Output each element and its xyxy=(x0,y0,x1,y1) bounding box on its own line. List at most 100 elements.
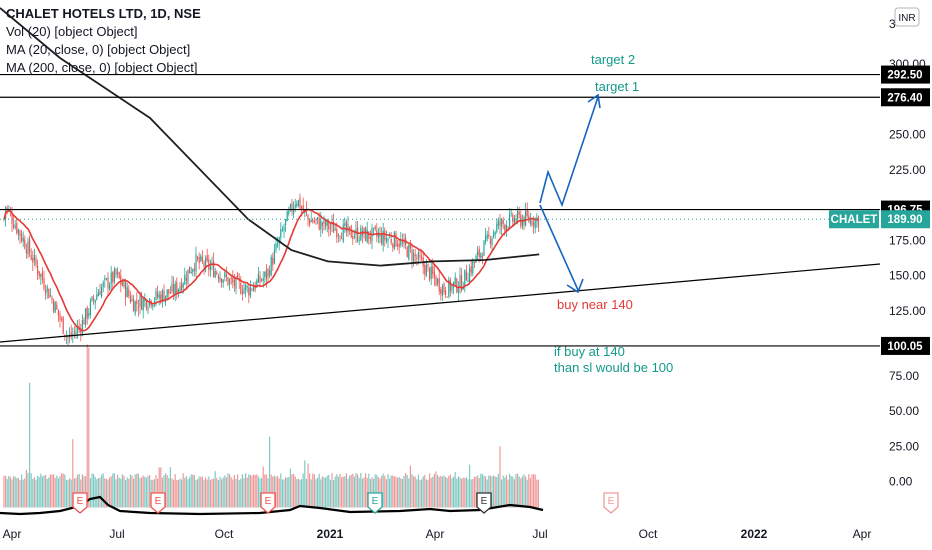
earnings-marker[interactable]: E xyxy=(260,492,276,514)
earnings-marker[interactable]: E xyxy=(476,492,492,514)
candle xyxy=(109,284,111,290)
down-arrow-path[interactable] xyxy=(539,204,579,291)
candle xyxy=(176,282,178,295)
volume-bar xyxy=(310,479,312,508)
volume-bar xyxy=(32,478,34,508)
candle xyxy=(493,232,495,237)
candle xyxy=(512,214,514,222)
volume-bar xyxy=(238,480,240,508)
volume-bar xyxy=(483,475,485,508)
candle xyxy=(261,279,263,281)
candle xyxy=(377,234,379,238)
candle xyxy=(385,238,387,242)
volume-bar xyxy=(286,477,288,508)
candle xyxy=(488,234,490,237)
up-arrow-path[interactable] xyxy=(539,96,599,208)
candle xyxy=(113,269,115,282)
candle xyxy=(206,255,208,261)
volume-bar xyxy=(117,474,119,508)
earnings-marker[interactable]: E xyxy=(367,492,383,514)
volume-bar xyxy=(414,476,416,508)
volume-bar xyxy=(185,476,187,508)
volume-bar xyxy=(312,473,314,508)
volume-bar xyxy=(424,474,426,508)
candle xyxy=(373,227,375,229)
volume-bar xyxy=(507,479,509,508)
support-trendline[interactable] xyxy=(0,263,881,343)
legend-volume[interactable]: Vol (20) [object Object] xyxy=(6,24,138,39)
candle xyxy=(182,283,184,288)
volume-bar xyxy=(528,474,530,508)
candle xyxy=(390,239,392,243)
volume-bar xyxy=(355,473,357,508)
volume-bar xyxy=(352,473,354,508)
earnings-marker[interactable]: E xyxy=(603,492,619,514)
earnings-marker[interactable]: E xyxy=(150,492,166,514)
earnings-shape xyxy=(367,492,383,514)
earnings-shape xyxy=(476,492,492,514)
candle xyxy=(61,318,63,320)
volume-bar xyxy=(339,473,341,508)
volume-bar xyxy=(357,474,359,508)
candle xyxy=(99,290,101,296)
volume-bar xyxy=(209,479,211,508)
earnings-marker[interactable]: E xyxy=(72,492,88,514)
buy-near-label[interactable]: buy near 140 xyxy=(557,297,633,312)
volume-bar xyxy=(417,474,419,508)
target-2-label[interactable]: target 2 xyxy=(591,52,635,67)
candle xyxy=(481,255,483,258)
candle xyxy=(25,249,27,254)
candle xyxy=(339,236,341,238)
volume-bar xyxy=(96,479,98,508)
y-tick-label: 125.00 xyxy=(889,304,926,318)
candle xyxy=(121,282,123,286)
candle xyxy=(448,279,450,297)
target-1-label[interactable]: target 1 xyxy=(595,79,639,94)
candle xyxy=(499,220,501,226)
volume-bar xyxy=(21,474,23,508)
volume-bar xyxy=(27,472,29,508)
currency-badge[interactable] xyxy=(894,7,920,27)
volume-bar xyxy=(40,473,42,508)
volume-bar xyxy=(241,474,243,508)
earnings-shape xyxy=(260,492,276,514)
candle xyxy=(203,262,205,267)
volume-bar xyxy=(222,477,224,508)
volume-bar xyxy=(251,475,253,508)
candle xyxy=(497,220,499,226)
candle xyxy=(235,276,237,289)
candle xyxy=(409,243,411,249)
candle xyxy=(413,253,415,264)
volume-bar xyxy=(336,474,338,508)
candle xyxy=(93,298,95,301)
volume-bar xyxy=(270,474,272,508)
volume-bar xyxy=(344,476,346,508)
candle xyxy=(502,219,504,224)
volume-bar xyxy=(297,478,299,508)
volume-bar xyxy=(134,474,136,508)
legend-ma20[interactable]: MA (20, close, 0) [object Object] xyxy=(6,42,191,57)
candle xyxy=(125,281,127,298)
volume-bar xyxy=(440,475,442,508)
y-tick-label: 50.00 xyxy=(889,404,919,418)
candle xyxy=(472,260,474,274)
earnings-label: E xyxy=(155,496,162,507)
note-line-2[interactable]: than sl would be 100 xyxy=(554,360,673,375)
volume-bar xyxy=(341,477,343,508)
candle xyxy=(85,308,87,325)
note-line-1[interactable]: if buy at 140 xyxy=(554,344,625,359)
volume-bar xyxy=(11,479,13,508)
y-tick-label: 175.00 xyxy=(889,233,926,247)
legend-ma200[interactable]: MA (200, close, 0) [object Object] xyxy=(6,60,198,75)
volume-bar xyxy=(456,478,458,508)
candle xyxy=(296,203,298,207)
volume-bar xyxy=(401,478,403,508)
candle xyxy=(529,218,531,224)
candle xyxy=(341,238,343,240)
volume-bar xyxy=(253,474,255,508)
volume-bar xyxy=(45,474,47,508)
candle xyxy=(51,297,53,300)
candle xyxy=(400,240,402,246)
candle xyxy=(129,295,131,303)
